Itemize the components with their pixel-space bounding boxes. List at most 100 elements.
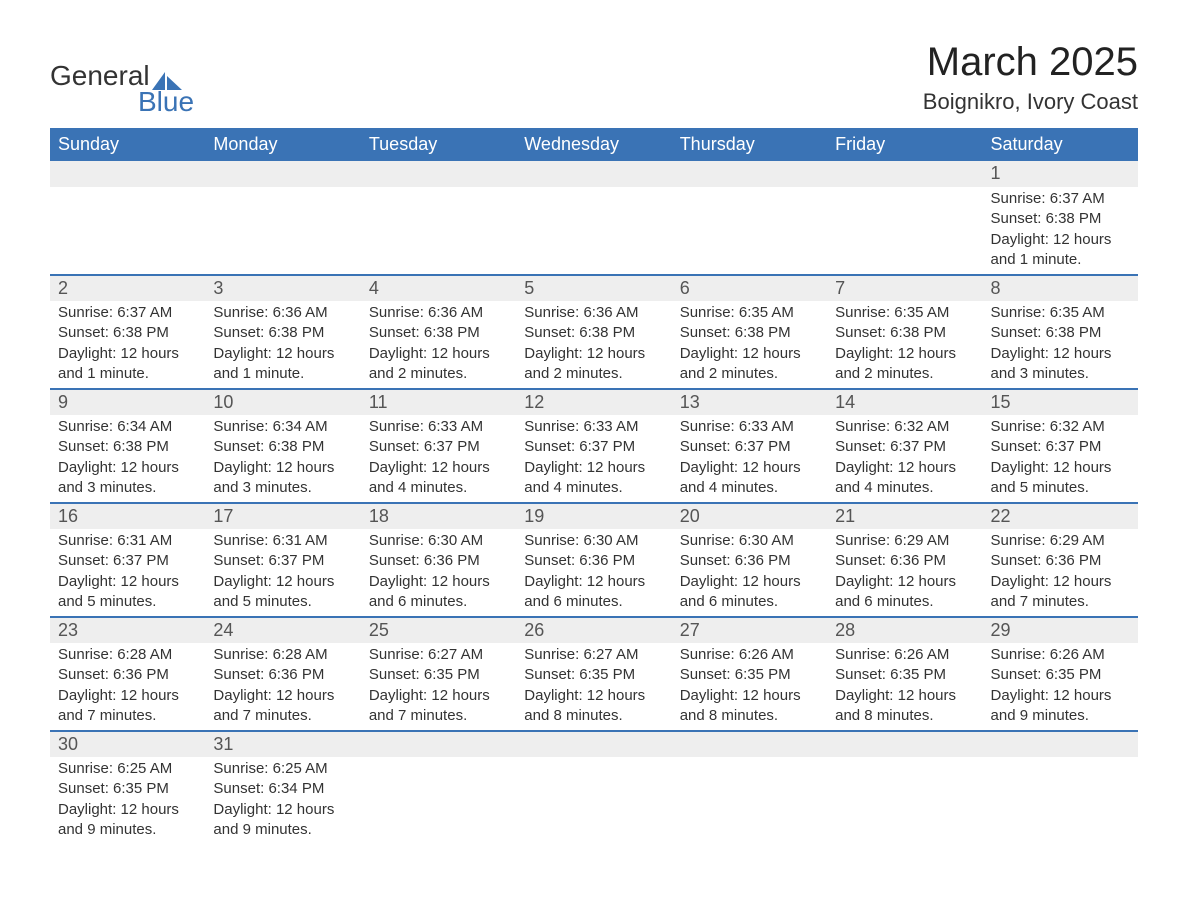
day-number-row: 16171819202122 bbox=[50, 503, 1138, 529]
day-detail-cell: Sunrise: 6:27 AMSunset: 6:35 PMDaylight:… bbox=[361, 643, 516, 731]
daylight-text: Daylight: 12 hours and 3 minutes. bbox=[213, 458, 352, 499]
day-number: 24 bbox=[213, 620, 233, 640]
daylight-text: Daylight: 12 hours and 6 minutes. bbox=[369, 572, 508, 613]
day-number-cell: 27 bbox=[672, 617, 827, 643]
daylight-text: Daylight: 12 hours and 6 minutes. bbox=[680, 572, 819, 613]
sunset-text: Sunset: 6:36 PM bbox=[991, 551, 1130, 571]
day-detail-cell: Sunrise: 6:26 AMSunset: 6:35 PMDaylight:… bbox=[983, 643, 1138, 731]
day-detail-cell: Sunrise: 6:27 AMSunset: 6:35 PMDaylight:… bbox=[516, 643, 671, 731]
day-detail-cell: Sunrise: 6:28 AMSunset: 6:36 PMDaylight:… bbox=[205, 643, 360, 731]
sunset-text: Sunset: 6:35 PM bbox=[835, 665, 974, 685]
daylight-text: Daylight: 12 hours and 9 minutes. bbox=[213, 800, 352, 841]
sunrise-text: Sunrise: 6:33 AM bbox=[369, 417, 508, 437]
day-detail-cell: Sunrise: 6:34 AMSunset: 6:38 PMDaylight:… bbox=[50, 415, 205, 503]
day-detail-cell: Sunrise: 6:25 AMSunset: 6:35 PMDaylight:… bbox=[50, 757, 205, 844]
month-title: March 2025 bbox=[923, 40, 1138, 85]
sunset-text: Sunset: 6:38 PM bbox=[369, 323, 508, 343]
day-detail-cell bbox=[361, 757, 516, 844]
day-number: 19 bbox=[524, 506, 544, 526]
sunset-text: Sunset: 6:37 PM bbox=[58, 551, 197, 571]
day-detail-cell: Sunrise: 6:26 AMSunset: 6:35 PMDaylight:… bbox=[672, 643, 827, 731]
day-number-cell: 25 bbox=[361, 617, 516, 643]
sunrise-text: Sunrise: 6:34 AM bbox=[58, 417, 197, 437]
day-number: 3 bbox=[213, 278, 223, 298]
day-number: 6 bbox=[680, 278, 690, 298]
daylight-text: Daylight: 12 hours and 4 minutes. bbox=[369, 458, 508, 499]
day-detail-cell: Sunrise: 6:34 AMSunset: 6:38 PMDaylight:… bbox=[205, 415, 360, 503]
day-number-cell: 22 bbox=[983, 503, 1138, 529]
sunset-text: Sunset: 6:38 PM bbox=[524, 323, 663, 343]
weekday-header-row: Sunday Monday Tuesday Wednesday Thursday… bbox=[50, 128, 1138, 161]
day-detail-cell bbox=[672, 187, 827, 275]
daylight-text: Daylight: 12 hours and 9 minutes. bbox=[58, 800, 197, 841]
day-number-cell bbox=[205, 161, 360, 187]
day-detail-cell: Sunrise: 6:26 AMSunset: 6:35 PMDaylight:… bbox=[827, 643, 982, 731]
day-number-cell bbox=[672, 161, 827, 187]
day-number: 7 bbox=[835, 278, 845, 298]
day-number: 10 bbox=[213, 392, 233, 412]
daylight-text: Daylight: 12 hours and 3 minutes. bbox=[58, 458, 197, 499]
day-number: 22 bbox=[991, 506, 1011, 526]
daylight-text: Daylight: 12 hours and 6 minutes. bbox=[835, 572, 974, 613]
day-detail-cell: Sunrise: 6:29 AMSunset: 6:36 PMDaylight:… bbox=[983, 529, 1138, 617]
day-detail-cell: Sunrise: 6:30 AMSunset: 6:36 PMDaylight:… bbox=[672, 529, 827, 617]
day-number: 4 bbox=[369, 278, 379, 298]
day-number-cell: 23 bbox=[50, 617, 205, 643]
sunset-text: Sunset: 6:38 PM bbox=[680, 323, 819, 343]
day-number: 28 bbox=[835, 620, 855, 640]
sunset-text: Sunset: 6:37 PM bbox=[369, 437, 508, 457]
day-detail-cell: Sunrise: 6:35 AMSunset: 6:38 PMDaylight:… bbox=[983, 301, 1138, 389]
sunset-text: Sunset: 6:35 PM bbox=[58, 779, 197, 799]
col-thursday: Thursday bbox=[672, 128, 827, 161]
day-number-cell: 12 bbox=[516, 389, 671, 415]
day-number-row: 9101112131415 bbox=[50, 389, 1138, 415]
sunrise-text: Sunrise: 6:36 AM bbox=[524, 303, 663, 323]
sunrise-text: Sunrise: 6:29 AM bbox=[991, 531, 1130, 551]
location: Boignikro, Ivory Coast bbox=[923, 89, 1138, 115]
sunrise-text: Sunrise: 6:37 AM bbox=[58, 303, 197, 323]
col-friday: Friday bbox=[827, 128, 982, 161]
sunrise-text: Sunrise: 6:30 AM bbox=[680, 531, 819, 551]
day-number-cell bbox=[983, 731, 1138, 757]
day-number-cell: 16 bbox=[50, 503, 205, 529]
daylight-text: Daylight: 12 hours and 3 minutes. bbox=[991, 344, 1130, 385]
calendar-table: Sunday Monday Tuesday Wednesday Thursday… bbox=[50, 128, 1138, 844]
day-number-cell: 1 bbox=[983, 161, 1138, 187]
col-tuesday: Tuesday bbox=[361, 128, 516, 161]
sunrise-text: Sunrise: 6:35 AM bbox=[991, 303, 1130, 323]
day-number: 23 bbox=[58, 620, 78, 640]
day-number: 11 bbox=[369, 392, 388, 412]
day-detail-cell: Sunrise: 6:31 AMSunset: 6:37 PMDaylight:… bbox=[205, 529, 360, 617]
daylight-text: Daylight: 12 hours and 7 minutes. bbox=[58, 686, 197, 727]
sunset-text: Sunset: 6:37 PM bbox=[835, 437, 974, 457]
day-number-cell: 18 bbox=[361, 503, 516, 529]
sunrise-text: Sunrise: 6:29 AM bbox=[835, 531, 974, 551]
col-sunday: Sunday bbox=[50, 128, 205, 161]
daylight-text: Daylight: 12 hours and 1 minute. bbox=[58, 344, 197, 385]
day-number: 14 bbox=[835, 392, 855, 412]
sunset-text: Sunset: 6:38 PM bbox=[991, 323, 1130, 343]
day-detail-row: Sunrise: 6:31 AMSunset: 6:37 PMDaylight:… bbox=[50, 529, 1138, 617]
day-detail-cell: Sunrise: 6:29 AMSunset: 6:36 PMDaylight:… bbox=[827, 529, 982, 617]
day-detail-row: Sunrise: 6:25 AMSunset: 6:35 PMDaylight:… bbox=[50, 757, 1138, 844]
daylight-text: Daylight: 12 hours and 4 minutes. bbox=[524, 458, 663, 499]
day-detail-cell: Sunrise: 6:31 AMSunset: 6:37 PMDaylight:… bbox=[50, 529, 205, 617]
sunrise-text: Sunrise: 6:27 AM bbox=[524, 645, 663, 665]
sunset-text: Sunset: 6:35 PM bbox=[991, 665, 1130, 685]
sunset-text: Sunset: 6:38 PM bbox=[835, 323, 974, 343]
day-detail-cell: Sunrise: 6:25 AMSunset: 6:34 PMDaylight:… bbox=[205, 757, 360, 844]
day-number-cell: 29 bbox=[983, 617, 1138, 643]
sunrise-text: Sunrise: 6:37 AM bbox=[991, 189, 1130, 209]
sunrise-text: Sunrise: 6:27 AM bbox=[369, 645, 508, 665]
sunset-text: Sunset: 6:37 PM bbox=[680, 437, 819, 457]
daylight-text: Daylight: 12 hours and 4 minutes. bbox=[680, 458, 819, 499]
day-number-cell: 4 bbox=[361, 275, 516, 301]
day-detail-cell bbox=[827, 757, 982, 844]
day-detail-cell bbox=[516, 757, 671, 844]
day-number: 9 bbox=[58, 392, 68, 412]
day-number-cell bbox=[672, 731, 827, 757]
day-detail-cell: Sunrise: 6:37 AMSunset: 6:38 PMDaylight:… bbox=[50, 301, 205, 389]
day-number-cell: 21 bbox=[827, 503, 982, 529]
sunset-text: Sunset: 6:37 PM bbox=[213, 551, 352, 571]
day-detail-row: Sunrise: 6:34 AMSunset: 6:38 PMDaylight:… bbox=[50, 415, 1138, 503]
